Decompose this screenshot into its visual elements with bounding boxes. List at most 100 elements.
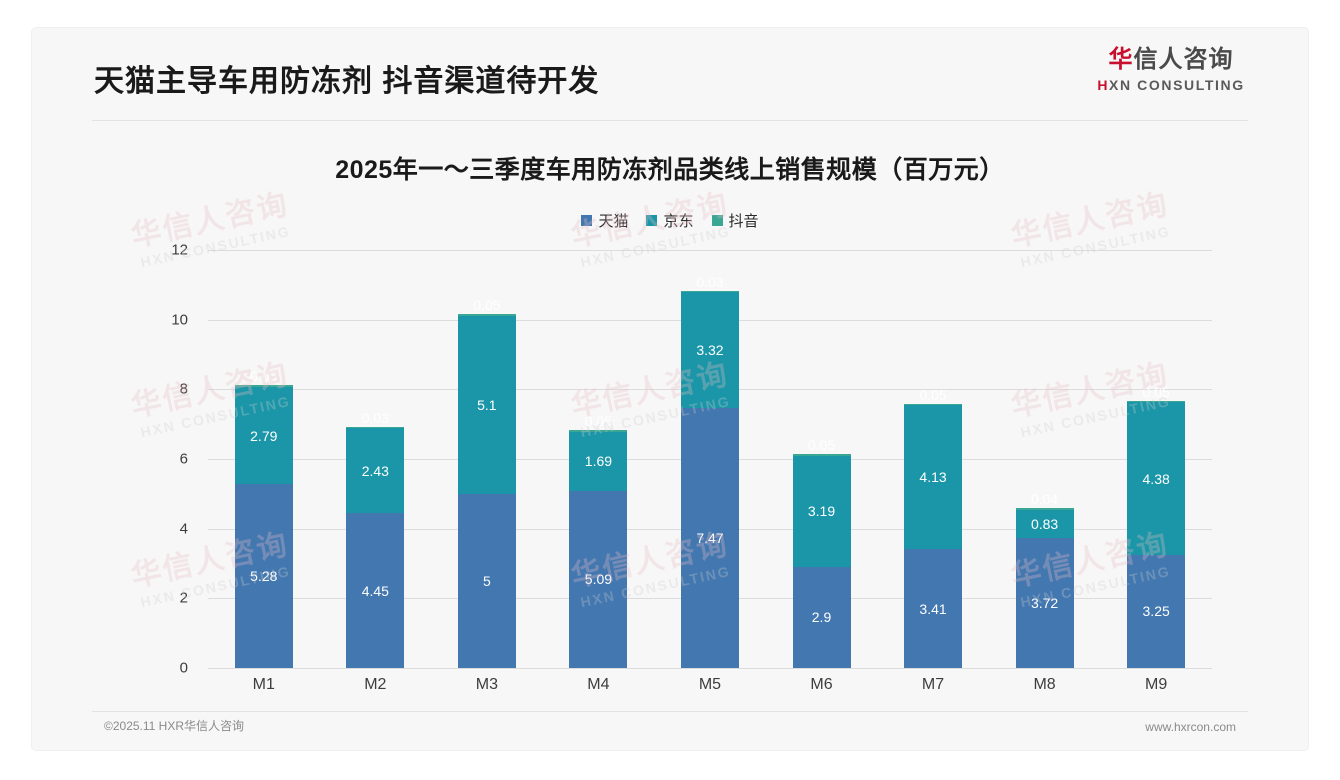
bar-column-M6[interactable]: 2.9 3.19 0.05 xyxy=(792,437,851,668)
footer-website: www.hxrcon.com xyxy=(1145,720,1236,734)
bar-segment-抖音[interactable]: 0.04 xyxy=(1015,491,1074,510)
legend-swatch-icon xyxy=(581,215,593,226)
bar-value-label: 0.04 xyxy=(1030,491,1059,508)
y-axis-tick-label: 0 xyxy=(179,659,188,677)
bar-column-M4[interactable]: 5.09 1.69 0.05 xyxy=(569,413,628,668)
bar-segment-天猫[interactable]: 5.28 xyxy=(234,484,293,668)
chart-grid: 5.28 2.79 0.05 4.45 2.43 0.03 5 5.1 0.05 5.09 1.69… xyxy=(208,250,1212,669)
bar-column-M9[interactable]: 3.25 4.38 0.05 xyxy=(1127,384,1186,668)
bar-segment-抖音[interactable]: 0.05 xyxy=(457,297,516,317)
header-divider xyxy=(92,120,1248,121)
bar-segment-京东[interactable]: 2.43 xyxy=(346,428,405,513)
bar-value-label: 2.79 xyxy=(250,427,278,444)
bar-value-label: 3.25 xyxy=(1142,603,1170,620)
bar-column-M8[interactable]: 3.72 0.83 0.04 xyxy=(1015,491,1074,668)
y-axis-tick-label: 6 xyxy=(179,450,188,468)
bar-value-label: 0.05 xyxy=(473,297,501,314)
bar-value-label: 4.38 xyxy=(1142,470,1170,487)
bar-segment-京东[interactable]: 1.69 xyxy=(569,431,628,491)
bar-column-M7[interactable]: 3.41 4.13 0.05 xyxy=(904,387,963,668)
bar-segment-抖音[interactable]: 0.05 xyxy=(904,387,963,406)
y-axis-tick-label: 8 xyxy=(179,380,188,398)
footer-divider xyxy=(92,711,1248,712)
legend-swatch-icon xyxy=(646,215,658,226)
chart-title: 2025年一～三季度车用防冻剂品类线上销售规模（百万元） xyxy=(335,156,1005,184)
bar-segment-天猫[interactable]: 5 xyxy=(457,493,516,668)
x-axis-tick-label: M3 xyxy=(475,676,498,693)
logo-english-accent: H xyxy=(1097,77,1110,93)
bar-value-label: 3.19 xyxy=(807,503,836,520)
bar-value-label: 0.05 xyxy=(250,368,278,385)
bar-segment-京东[interactable]: 0.83 xyxy=(1015,509,1074,539)
chart-legend: 天猫 京东 抖音 xyxy=(32,210,1308,231)
bar-segment-抖音[interactable]: 0.05 xyxy=(569,413,628,432)
y-axis-tick-label: 12 xyxy=(171,241,188,259)
bar-segment-天猫[interactable]: 5.09 xyxy=(569,490,628,668)
bar-segment-天猫[interactable]: 7.47 xyxy=(680,407,739,668)
bar-segment-天猫[interactable]: 4.45 xyxy=(346,513,405,668)
legend-item-抖音[interactable]: 抖音 xyxy=(711,210,759,231)
x-axis-tick-label: M4 xyxy=(587,676,610,693)
bar-segment-天猫[interactable]: 3.72 xyxy=(1015,538,1074,668)
x-axis-tick-label: M8 xyxy=(1033,676,1056,693)
bar-segment-抖音[interactable]: 0.05 xyxy=(234,368,293,387)
bar-value-label: 3.41 xyxy=(919,600,947,617)
slide-canvas: 华信人咨询 HXN CONSULTING 华信人咨询 HXN CONSULTIN… xyxy=(32,28,1308,750)
slide-header: 天猫主导车用防冻剂 抖音渠道待开发 华信人咨询 HXN CONSULTING xyxy=(32,28,1308,122)
chart-bars: 5.28 2.79 0.05 4.45 2.43 0.03 5 5.1 0.05 5.09 1.69… xyxy=(208,250,1212,668)
bar-segment-抖音[interactable]: 0.05 xyxy=(1127,384,1186,403)
legend-item-京东[interactable]: 京东 xyxy=(646,210,694,231)
bar-value-label: 0.05 xyxy=(919,386,947,403)
bar-value-label: 3.72 xyxy=(1030,595,1059,612)
x-axis-tick-label: M9 xyxy=(1145,676,1168,693)
y-axis-tick-label: 10 xyxy=(171,311,188,329)
bar-value-label: 5.09 xyxy=(584,571,613,588)
bar-value-label: 3.32 xyxy=(696,341,724,358)
bar-value-label: 0.83 xyxy=(1030,515,1059,532)
x-axis-tick-label: M1 xyxy=(252,676,275,693)
bar-segment-天猫[interactable]: 3.25 xyxy=(1127,554,1186,668)
bar-segment-天猫[interactable]: 3.41 xyxy=(904,549,963,668)
bar-value-label: 0.05 xyxy=(807,437,836,454)
bar-segment-抖音[interactable]: 0.03 xyxy=(680,274,739,293)
bar-segment-京东[interactable]: 5.1 xyxy=(457,316,516,494)
legend-label: 抖音 xyxy=(728,213,759,230)
y-axis: 12 10 8 6 4 2 0 xyxy=(152,242,198,677)
legend-swatch-icon xyxy=(711,215,723,226)
bar-column-M1[interactable]: 5.28 2.79 0.05 xyxy=(234,368,293,668)
gridline xyxy=(208,250,1212,251)
logo-english-rest: XN CONSULTING xyxy=(1109,77,1245,93)
bar-segment-天猫[interactable]: 2.9 xyxy=(792,566,851,668)
bar-column-M3[interactable]: 5 5.1 0.05 xyxy=(457,297,516,668)
bar-segment-抖音[interactable]: 0.05 xyxy=(792,437,851,456)
bar-column-M5[interactable]: 7.47 3.32 0.03 xyxy=(680,274,739,668)
y-axis-tick-label: 4 xyxy=(179,520,188,538)
y-axis-tick-label: 2 xyxy=(179,589,188,607)
bar-value-label: 0.03 xyxy=(696,274,724,291)
bar-value-label: 1.69 xyxy=(584,453,613,470)
footer-copyright: ©2025.11 HXR华信人咨询 xyxy=(104,719,244,733)
bar-segment-京东[interactable]: 3.32 xyxy=(680,292,739,408)
brand-logo: 华信人咨询 HXN CONSULTING xyxy=(1096,46,1246,93)
bar-column-M2[interactable]: 4.45 2.43 0.03 xyxy=(346,410,405,668)
legend-item-天猫[interactable]: 天猫 xyxy=(581,210,628,231)
bar-segment-京东[interactable]: 4.38 xyxy=(1127,402,1186,555)
logo-chinese-accent: 华 xyxy=(1108,46,1134,73)
legend-label: 天猫 xyxy=(598,213,629,230)
bar-segment-抖音[interactable]: 0.03 xyxy=(346,410,405,429)
page-title: 天猫主导车用防冻剂 抖音渠道待开发 xyxy=(94,65,600,98)
x-axis: M1 M2 M3 M4 M5 M6 M7 M8 M9 xyxy=(208,676,1212,694)
bar-value-label: 2.9 xyxy=(811,609,832,626)
bar-segment-京东[interactable]: 4.13 xyxy=(904,405,963,550)
gridline xyxy=(208,668,1212,669)
bar-segment-京东[interactable]: 3.19 xyxy=(792,455,851,567)
logo-chinese-rest: 信人咨询 xyxy=(1133,46,1234,73)
bar-value-label: 7.47 xyxy=(696,529,724,546)
logo-english: HXN CONSULTING xyxy=(1096,78,1246,92)
bar-value-label: 5.28 xyxy=(250,568,278,585)
bar-value-label: 0.05 xyxy=(1142,383,1170,400)
x-axis-tick-label: M5 xyxy=(698,676,722,693)
bar-segment-京东[interactable]: 2.79 xyxy=(234,386,293,485)
bar-value-label: 4.13 xyxy=(919,469,947,486)
